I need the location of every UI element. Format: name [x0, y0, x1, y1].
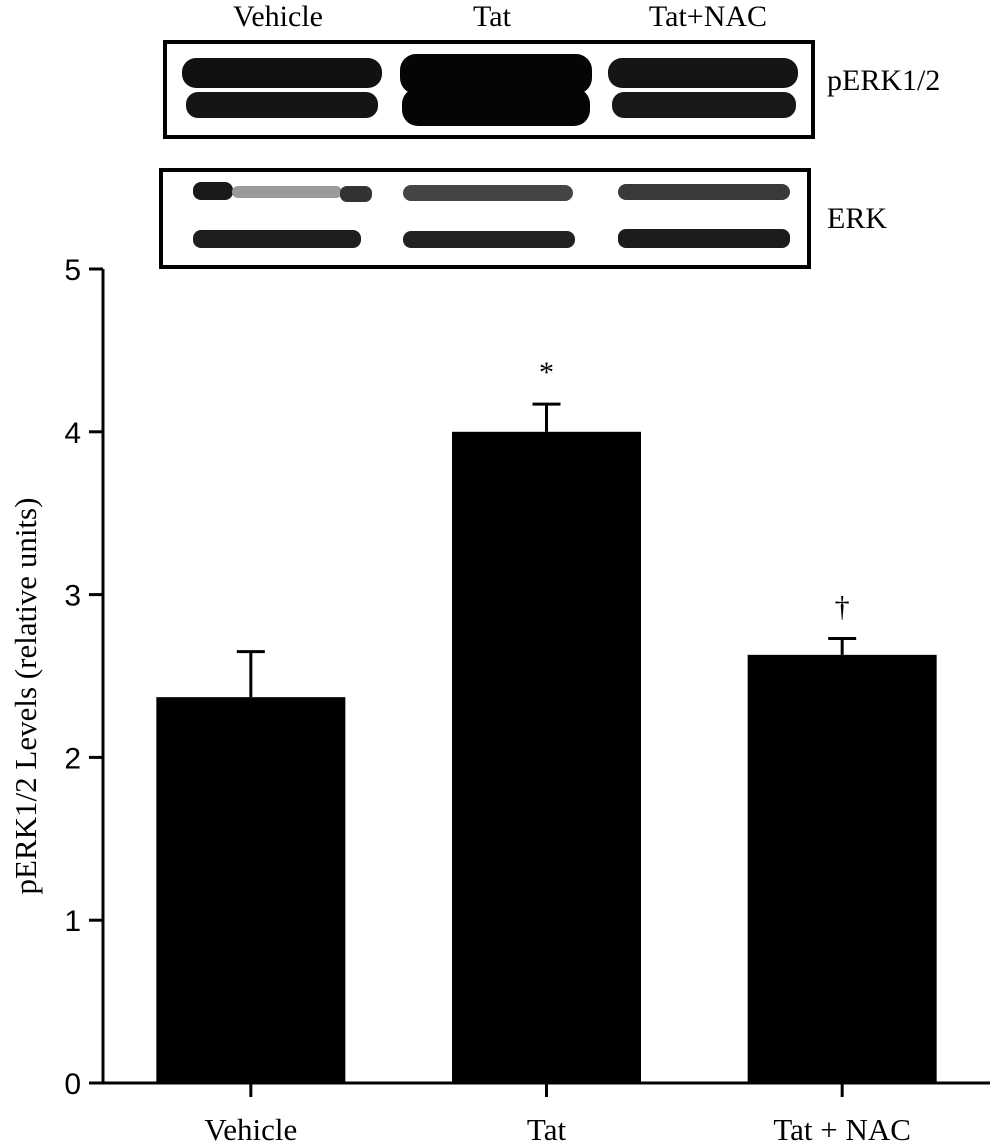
bar — [156, 697, 346, 1083]
x-tick-label: Tat — [527, 1112, 567, 1144]
band-perk-vehicle-lower — [186, 92, 378, 118]
band-erk-3-upper — [340, 186, 372, 202]
y-tick-label: 3 — [64, 580, 81, 613]
blot-panel-erk: ERK — [159, 168, 887, 269]
band-erk-5-upper — [618, 184, 790, 200]
bar — [747, 654, 937, 1083]
significance-marker: † — [835, 591, 850, 624]
blot-row-label-erk: ERK — [827, 202, 887, 235]
chart-bars: *† — [156, 356, 937, 1083]
x-tick-label: Tat + NAC — [773, 1112, 911, 1144]
band-erk-1-upper — [193, 182, 233, 200]
blot-lane-label-vehicle: Vehicle — [233, 0, 323, 33]
band-erk-2-upper — [232, 186, 342, 198]
significance-marker: * — [539, 356, 554, 389]
bar — [452, 431, 641, 1083]
band-erk-2-lower — [403, 231, 575, 248]
y-tick-label: 4 — [64, 417, 81, 450]
chart-ticks: 0 1 2 3 4 5 Vehicle Tat Tat + NAC — [64, 254, 911, 1144]
y-tick-label: 1 — [64, 905, 81, 938]
band-perk-tat-lower — [402, 88, 590, 126]
y-axis-label: pERK1/2 Levels (relative units) — [8, 498, 43, 895]
band-erk-4-upper — [403, 185, 573, 201]
y-tick-label: 2 — [64, 742, 81, 775]
blot-lane-label-tat: Tat — [473, 0, 512, 33]
blot-lane-label-tat-nac: Tat+NAC — [649, 0, 767, 33]
band-perk-tatnac-lower — [612, 92, 796, 118]
y-tick-label: 5 — [64, 254, 81, 287]
band-erk-1-lower — [193, 230, 361, 248]
band-erk-3-lower — [618, 229, 790, 248]
band-perk-tat-upper — [400, 54, 592, 94]
y-tick-label: 0 — [64, 1068, 81, 1101]
blot-panel-perk: Vehicle Tat Tat+NAC pERK1/2 — [163, 0, 940, 139]
band-perk-vehicle-upper — [182, 58, 382, 88]
band-perk-tatnac-upper — [608, 58, 798, 88]
blot-row-label-perk: pERK1/2 — [827, 64, 940, 97]
x-tick-label: Vehicle — [204, 1112, 297, 1144]
